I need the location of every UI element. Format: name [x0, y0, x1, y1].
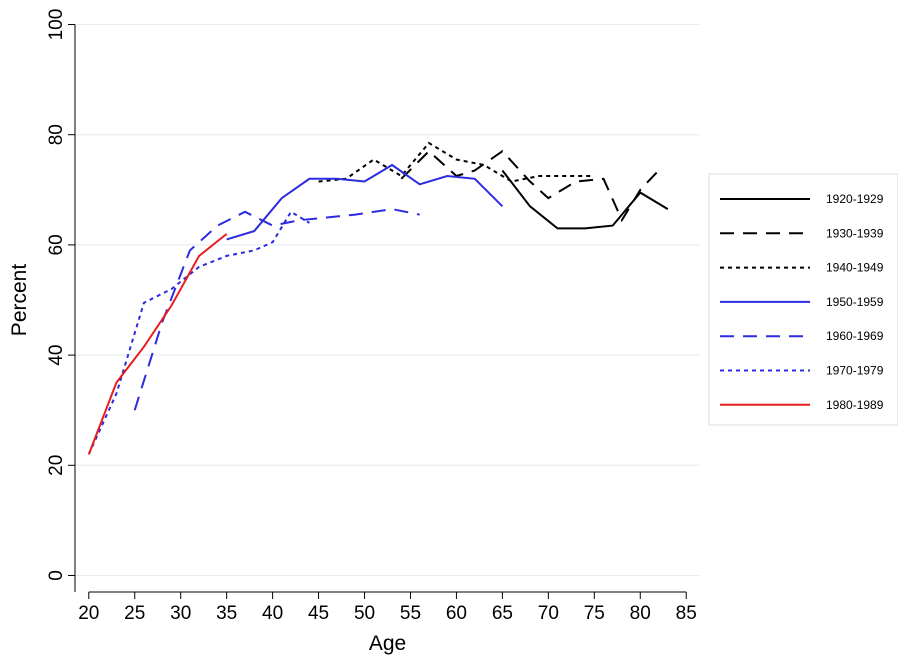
series-line-1980-1989 [87, 233, 228, 455]
legend: 1920-1929 1930-1939 1940-1949 1950-1959 1960… [708, 173, 898, 426]
y-tick-label: 0 [46, 570, 67, 581]
x-axis-title: Age [369, 632, 406, 655]
y-tick-label: 40 [46, 345, 67, 366]
y-axis-title: Percent [8, 264, 31, 337]
series-line-1950-1959 [226, 163, 504, 241]
series-line-1930-1939 [400, 149, 660, 223]
x-tick-label: 30 [170, 603, 191, 624]
x-tick-label: 85 [676, 603, 697, 624]
legend-label: 1940-1949 [826, 261, 884, 275]
axes: 0 20 40 60 80 100 20 25 30 35 40 45 50 55 60 65 70 75 80 85 [46, 9, 697, 624]
legend-label: 1960-1969 [826, 329, 884, 343]
series-line-1960-1969 [133, 208, 420, 411]
x-tick-label: 35 [216, 603, 237, 624]
legend-label: 1920-1929 [826, 192, 884, 206]
legend-label: 1950-1959 [826, 295, 884, 309]
series-lines [87, 141, 669, 455]
x-tick-label: 50 [354, 603, 375, 624]
x-tick-label: 75 [584, 603, 605, 624]
x-tick-label: 70 [538, 603, 559, 624]
y-tick-label: 100 [46, 9, 67, 41]
x-tick-label: 40 [262, 603, 283, 624]
x-tick-label: 20 [78, 603, 99, 624]
x-tick-label: 25 [124, 603, 145, 624]
series-line-1920-1929 [501, 169, 669, 230]
x-tick-label: 60 [446, 603, 467, 624]
legend-label: 1980-1989 [826, 398, 884, 412]
series-line-1970-1979 [87, 210, 310, 455]
x-tick-label: 45 [308, 603, 329, 624]
legend-label: 1930-1939 [826, 226, 884, 240]
x-tick-label: 65 [492, 603, 513, 624]
x-tick-label: 55 [400, 603, 421, 624]
y-tick-label: 20 [46, 455, 67, 476]
legend-label: 1970-1979 [826, 364, 884, 378]
y-tick-label: 60 [46, 234, 67, 255]
gridlines [75, 23, 700, 577]
legend-box [708, 173, 898, 426]
x-tick-label: 80 [630, 603, 651, 624]
series-line-1940-1949 [318, 141, 595, 183]
y-tick-label: 80 [46, 124, 67, 145]
